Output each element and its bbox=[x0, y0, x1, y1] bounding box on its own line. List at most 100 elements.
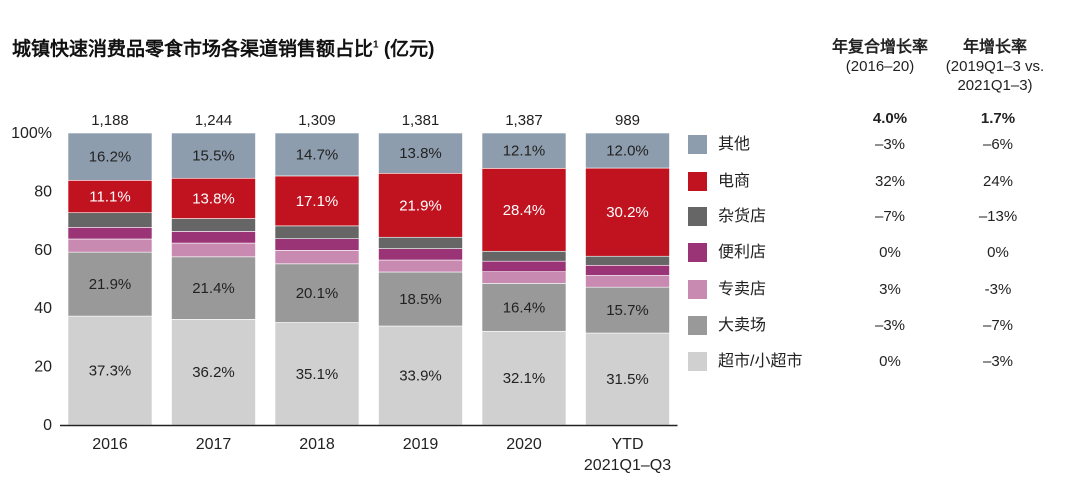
bar-segment bbox=[274, 225, 360, 240]
legend-swatch bbox=[688, 135, 707, 154]
bar-data-label: 37.3% bbox=[89, 363, 132, 380]
bar-segment bbox=[274, 250, 360, 265]
bar-segment bbox=[274, 238, 360, 251]
bar-segment bbox=[171, 218, 256, 232]
bar-segment bbox=[585, 332, 670, 426]
bar-data-label: 16.4% bbox=[503, 299, 546, 316]
bar-segment bbox=[67, 212, 153, 228]
title-footnote-mark: 1 bbox=[373, 39, 379, 51]
x-tick-label: 2016 bbox=[92, 436, 128, 453]
bar-total-label: 1,188 bbox=[91, 112, 129, 129]
bar-segment bbox=[274, 263, 360, 323]
cagr-subtitle: (2016–20) bbox=[845, 58, 915, 75]
legend-growth-value: –13% bbox=[978, 208, 1018, 225]
bar-data-label: 31.5% bbox=[606, 371, 649, 388]
x-tick-label: 2020 bbox=[506, 436, 542, 453]
bar-data-label: 15.7% bbox=[606, 302, 649, 319]
legend-swatch bbox=[688, 280, 707, 299]
total-growth: 1.7% bbox=[980, 110, 1016, 127]
bar-segment bbox=[585, 132, 670, 169]
legend-cagr-value: 0% bbox=[879, 244, 901, 261]
legend-row: 超市/小超市 0% –3% bbox=[688, 351, 1048, 373]
legend-label: 杂货店 bbox=[718, 208, 767, 225]
bar-segment bbox=[378, 325, 463, 426]
x-tick-label: 2018 bbox=[299, 436, 335, 453]
bar-segment bbox=[274, 175, 360, 227]
bar-total-label: 1,244 bbox=[195, 112, 233, 129]
bar-total-label: 989 bbox=[615, 112, 640, 129]
bar-data-label: 33.9% bbox=[399, 368, 442, 385]
bar-data-label: 13.8% bbox=[192, 190, 235, 207]
bar-segment bbox=[585, 286, 670, 334]
bar-segment bbox=[171, 318, 256, 426]
bar-total-label: 1,387 bbox=[505, 112, 543, 129]
cagr-title: 年复合增长率 bbox=[831, 39, 928, 56]
y-tick-label: 40 bbox=[34, 300, 52, 317]
legend-swatch bbox=[688, 172, 707, 191]
bar-segment bbox=[274, 132, 360, 177]
bar-segment bbox=[67, 315, 153, 426]
legend-cagr-value: 3% bbox=[879, 281, 901, 298]
legend-label: 超市/小超市 bbox=[718, 353, 803, 370]
bar-segment bbox=[171, 242, 256, 258]
bar-segment bbox=[67, 227, 153, 240]
bar-segment bbox=[585, 264, 670, 276]
bar-data-label: 20.1% bbox=[296, 285, 339, 302]
legend-label: 其他 bbox=[718, 136, 751, 153]
bar-segment bbox=[481, 283, 567, 332]
bar-segment bbox=[585, 255, 670, 266]
bar-data-label: 17.1% bbox=[296, 193, 339, 210]
chart-title: 城镇快速消费品零食市场各渠道销售额占比1 (亿元) bbox=[12, 34, 435, 61]
bar-segment bbox=[481, 271, 567, 284]
legend-cagr-value: –3% bbox=[874, 136, 906, 153]
legend-swatch bbox=[688, 352, 707, 371]
bar-segment bbox=[67, 238, 153, 253]
stacked-bar-chart: 0 20 40 60 80 100% 37.3% 21.9% 11.1% 16.2% 1,188 20… bbox=[11, 112, 678, 474]
bar-data-label: 16.2% bbox=[89, 149, 132, 166]
legend-row: 便利店 0% 0% bbox=[688, 242, 1048, 264]
cagr-column-header: 年复合增长率 (2016–20) bbox=[812, 38, 948, 76]
bar-data-label: 18.5% bbox=[399, 291, 442, 308]
legend-cagr-value: 32% bbox=[874, 173, 906, 190]
growth-column-header: 年增长率 (2019Q1–3 vs. 2021Q1–3) bbox=[932, 38, 1058, 95]
growth-subtitle-line1: (2019Q1–3 vs. bbox=[945, 58, 1045, 75]
legend-row: 其他 –3% –6% bbox=[688, 134, 1048, 156]
bar-data-label: 15.5% bbox=[192, 148, 235, 165]
totals-row: 4.0% 1.7% bbox=[688, 110, 1048, 130]
legend-row: 大卖场 –3% –7% bbox=[688, 315, 1048, 337]
legend-growth-value: 0% bbox=[987, 244, 1009, 261]
bar-data-label: 12.0% bbox=[606, 143, 649, 160]
growth-title: 年增长率 bbox=[962, 39, 1027, 56]
legend-growth-value: 24% bbox=[982, 173, 1014, 190]
bar-data-label: 14.7% bbox=[296, 146, 339, 163]
legend-swatch bbox=[688, 316, 707, 335]
bar-segment bbox=[171, 256, 256, 320]
legend-swatch bbox=[688, 243, 707, 262]
bar-segment bbox=[378, 248, 463, 261]
legend-cagr-value: –3% bbox=[874, 317, 906, 334]
bar-data-label: 30.2% bbox=[606, 204, 649, 221]
bar-data-label: 21.9% bbox=[89, 276, 132, 293]
bar-segment bbox=[481, 330, 567, 426]
y-tick-label: 100% bbox=[11, 125, 52, 142]
legend-label: 大卖场 bbox=[718, 317, 767, 334]
legend-label: 专卖店 bbox=[718, 281, 767, 298]
legend-cagr-value: –7% bbox=[874, 208, 906, 225]
bar-segment bbox=[378, 236, 463, 249]
bar-segment bbox=[481, 132, 567, 169]
bar-segment bbox=[378, 271, 463, 327]
bar-total-label: 1,309 bbox=[298, 112, 336, 129]
bar-segment bbox=[378, 259, 463, 273]
legend-label: 电商 bbox=[718, 173, 751, 190]
legend-row: 专卖店 3% -3% bbox=[688, 279, 1048, 301]
y-tick-label: 80 bbox=[34, 183, 52, 200]
legend-row: 杂货店 –7% –13% bbox=[688, 206, 1048, 228]
bar-segment bbox=[585, 167, 670, 257]
total-cagr: 4.0% bbox=[872, 110, 908, 127]
chart-title-text: 城镇快速消费品零食市场各渠道销售额占比 bbox=[12, 39, 374, 60]
bar-data-label: 28.4% bbox=[503, 202, 546, 219]
bar-segment bbox=[481, 168, 567, 252]
bar-data-label: 13.8% bbox=[399, 145, 442, 162]
growth-subtitle-line2: 2021Q1–3) bbox=[957, 77, 1033, 94]
bar-segment bbox=[585, 275, 670, 288]
